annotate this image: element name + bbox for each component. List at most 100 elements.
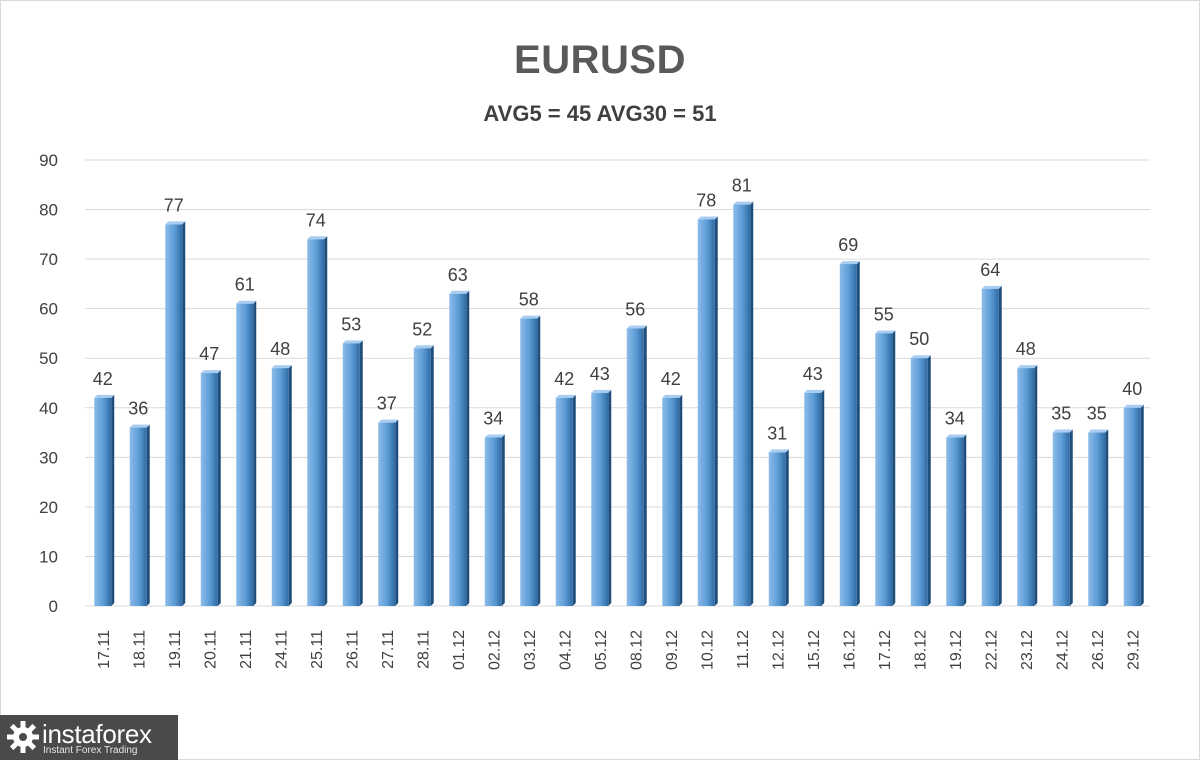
y-tick-label: 60 [39, 300, 58, 319]
bar-top [484, 434, 505, 438]
bar-top [520, 315, 541, 319]
bar [165, 224, 183, 606]
x-tick-label: 17.12 [877, 630, 894, 670]
instaforex-logo: instaforex Instant Forex Trading [0, 715, 178, 760]
data-label: 58 [519, 290, 539, 310]
y-tick-label: 10 [39, 547, 58, 566]
data-label: 77 [164, 195, 184, 215]
bar-top [129, 424, 150, 428]
data-label: 35 [1087, 404, 1107, 424]
bar-side [1034, 365, 1038, 606]
bar [555, 397, 573, 606]
bar [94, 397, 112, 606]
bar-side [1105, 429, 1109, 606]
x-tick-label: 03.12 [522, 630, 539, 670]
bar [1088, 432, 1106, 606]
bar [413, 348, 431, 606]
bar-side [998, 285, 1002, 606]
y-tick-label: 30 [39, 448, 58, 467]
data-label: 48 [270, 339, 290, 359]
chart-subtitle: AVG5 = 45 AVG30 = 51 [483, 101, 717, 126]
x-tick-label: 18.11 [131, 630, 148, 669]
bar-top [378, 419, 399, 423]
data-label: 81 [732, 176, 752, 196]
x-tick-label: 11.12 [735, 630, 752, 669]
x-tick-label: 28.11 [415, 630, 432, 669]
x-tick-label: 26.11 [344, 630, 361, 669]
x-tick-label: 08.12 [628, 630, 645, 670]
bar [129, 427, 147, 606]
data-label: 43 [590, 364, 610, 384]
gear-logo-icon [7, 721, 39, 753]
bar-side [324, 236, 328, 607]
y-tick-label: 20 [39, 498, 58, 517]
data-label: 78 [696, 190, 716, 210]
bar-top [165, 221, 186, 225]
bar-top [307, 236, 328, 240]
x-tick-label: 21.11 [238, 630, 255, 669]
bar-side [1140, 404, 1144, 606]
bar [733, 204, 751, 606]
data-label: 53 [341, 314, 361, 334]
x-tick-label: 29.12 [1125, 630, 1142, 670]
bar-side [679, 394, 683, 606]
data-label: 42 [661, 369, 681, 389]
x-tick-label: 27.11 [380, 630, 397, 669]
bar [520, 318, 538, 606]
data-label: 63 [448, 265, 468, 285]
bar [591, 392, 609, 606]
bar [449, 293, 467, 606]
x-tick-label: 15.12 [806, 630, 823, 670]
bar-top [981, 285, 1002, 289]
data-label: 55 [874, 304, 894, 324]
bar [910, 358, 928, 606]
logo-brand: instaforex [42, 719, 152, 749]
bar [981, 288, 999, 606]
data-label: 48 [1016, 339, 1036, 359]
bar-top [1088, 429, 1109, 433]
bar [804, 392, 822, 606]
bar-side [359, 340, 363, 606]
y-tick-label: 90 [39, 151, 58, 170]
x-tick-label: 09.12 [664, 630, 681, 670]
x-tick-label: 17.11 [96, 630, 113, 669]
bar-top [626, 325, 647, 329]
data-label: 47 [199, 344, 219, 364]
bar-top [555, 394, 576, 398]
bar-top [200, 370, 221, 374]
data-label: 56 [625, 299, 645, 319]
bar-side [643, 325, 647, 606]
y-tick-label: 50 [39, 349, 58, 368]
bar-side [750, 201, 754, 606]
bar [307, 239, 325, 607]
bar-side [111, 394, 115, 606]
bar [768, 452, 786, 606]
bar-side [821, 389, 825, 606]
data-label: 34 [945, 409, 965, 429]
bar-top [413, 345, 434, 349]
bar [946, 437, 964, 606]
logo-tagline: Instant Forex Trading [43, 745, 138, 756]
bar-side [714, 216, 718, 606]
bar-side [395, 419, 399, 606]
bar-top [804, 389, 825, 393]
x-tick-label: 10.12 [699, 630, 716, 670]
bar-side [856, 261, 860, 606]
bar-top [768, 449, 789, 453]
x-tick-label: 24.11 [273, 630, 290, 669]
bar [484, 437, 502, 606]
data-label: 40 [1122, 379, 1142, 399]
bar-top [875, 330, 896, 334]
x-tick-label: 19.11 [167, 630, 184, 669]
x-tick-label: 16.12 [841, 630, 858, 670]
data-label: 50 [909, 329, 929, 349]
bar-side [146, 424, 150, 606]
bar-side [537, 315, 541, 606]
bar-side [288, 365, 292, 606]
bar-top [733, 201, 754, 205]
bar-top [662, 394, 683, 398]
x-tick-label: 01.12 [451, 630, 468, 670]
bar-side [785, 449, 789, 606]
bar-top [1123, 404, 1144, 408]
bar-top [1017, 365, 1038, 369]
